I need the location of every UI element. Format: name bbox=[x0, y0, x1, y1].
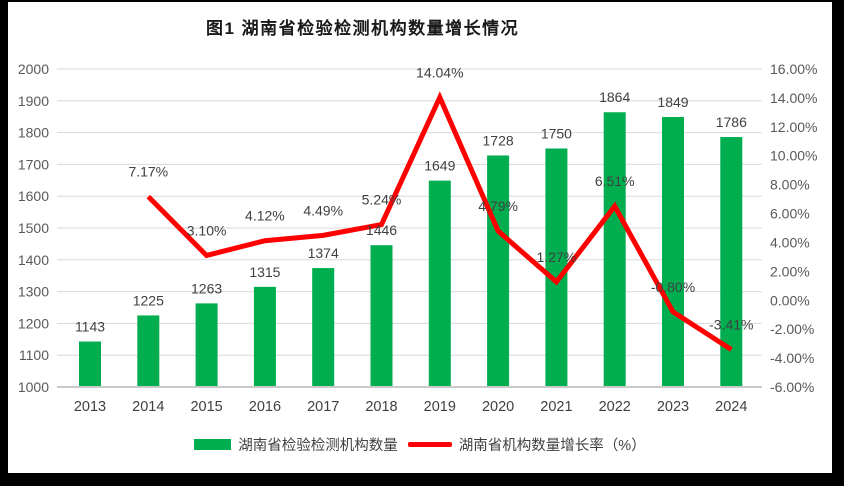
bar-value-label: 1864 bbox=[599, 89, 630, 105]
y-axis-tick-label-right: 0.00% bbox=[770, 292, 810, 308]
growth-rate-label: 4.49% bbox=[303, 202, 343, 218]
y-axis-tick-label-right: 2.00% bbox=[770, 263, 810, 279]
bar bbox=[545, 148, 568, 387]
bar bbox=[720, 137, 743, 387]
y-axis-tick-label-right: 16.00% bbox=[770, 61, 817, 77]
x-axis-label: 2024 bbox=[715, 399, 747, 415]
x-axis-label: 2020 bbox=[482, 399, 514, 415]
bar-value-label: 1263 bbox=[191, 280, 222, 296]
bar bbox=[253, 286, 276, 387]
y-axis-tick-label-right: 14.00% bbox=[770, 90, 817, 106]
x-axis-label: 2015 bbox=[190, 399, 222, 415]
plot-area: 1000 1100 1200 1300 1400 1500 1600 1700 1800 1900… bbox=[18, 61, 818, 415]
y-axis-tick-label-left: 1400 bbox=[18, 252, 49, 268]
chart-title: 图1 湖南省检验检测机构数量增长情况 bbox=[206, 19, 520, 38]
growth-rate-line bbox=[146, 91, 733, 352]
bar-value-label: 1728 bbox=[483, 132, 514, 148]
bar bbox=[137, 315, 160, 387]
legend-item-line: 湖南省机构数量增长率（%） bbox=[407, 434, 646, 455]
y-axis-tick-label-left: 1700 bbox=[18, 156, 49, 172]
chart-canvas: 图1 湖南省检验检测机构数量增长情况 1000 1100 1200 1300 1400 1… bbox=[8, 2, 832, 473]
y-axis-tick-label-right: 6.00% bbox=[770, 206, 810, 222]
y-axis-tick-label-left: 1000 bbox=[18, 379, 49, 395]
growth-rate-label: -3.41% bbox=[709, 317, 753, 333]
legend-label-line: 湖南省机构数量增长率（%） bbox=[458, 438, 646, 454]
growth-rate-label: 3.10% bbox=[187, 222, 227, 238]
y-axis-tick-label-right: 8.00% bbox=[770, 177, 810, 193]
line-series-swatch-icon bbox=[407, 442, 452, 447]
y-axis-tick-label-right: -6.00% bbox=[770, 379, 814, 395]
bar bbox=[662, 117, 684, 387]
growth-rate-label: 6.51% bbox=[595, 173, 635, 189]
growth-rate-label: 7.17% bbox=[128, 164, 168, 180]
x-axis-label: 2019 bbox=[424, 399, 456, 415]
bar-series-swatch-icon bbox=[194, 439, 232, 450]
y-axis-tick-label-right: 12.00% bbox=[770, 119, 817, 135]
growth-rate-label: 5.24% bbox=[362, 192, 402, 208]
y-axis-tick-label-right: -4.00% bbox=[770, 350, 814, 366]
x-axis-label: 2021 bbox=[540, 399, 572, 415]
bar bbox=[428, 180, 451, 387]
bar-value-label: 1446 bbox=[366, 222, 397, 238]
bar-value-label: 1143 bbox=[75, 319, 105, 335]
bar-value-label: 1225 bbox=[133, 292, 164, 308]
y-axis-tick-label-right: -2.00% bbox=[770, 321, 814, 337]
y-axis-tick-label-left: 1100 bbox=[19, 347, 49, 363]
y-axis-tick-label-right: 10.00% bbox=[770, 148, 817, 164]
legend-label-bars: 湖南省检验检测机构数量 bbox=[238, 438, 398, 454]
growth-rate-label: -0.80% bbox=[651, 279, 695, 295]
bar-value-label: 1374 bbox=[308, 245, 339, 261]
legend: 湖南省检验检测机构数量 湖南省机构数量增长率（%） bbox=[8, 434, 832, 455]
growth-rate-label: 4.12% bbox=[245, 208, 285, 224]
bar bbox=[79, 341, 101, 387]
x-axis-label: 2016 bbox=[249, 399, 281, 415]
growth-rate-label: 14.04% bbox=[416, 64, 463, 80]
y-axis-tick-label-left: 1200 bbox=[18, 315, 49, 331]
bar bbox=[487, 155, 510, 387]
legend-item-bars: 湖南省检验检测机构数量 bbox=[194, 434, 398, 455]
y-axis-tick-label-left: 1900 bbox=[18, 93, 49, 109]
bar bbox=[370, 245, 393, 387]
y-axis-tick-label-left: 1800 bbox=[18, 125, 49, 141]
bar-value-label: 1315 bbox=[249, 264, 280, 280]
x-axis-label: 2013 bbox=[74, 399, 106, 415]
y-axis-tick-label-left: 1600 bbox=[18, 188, 49, 204]
bar-value-label: 1649 bbox=[424, 158, 455, 174]
y-axis-tick-label-left: 2000 bbox=[18, 61, 49, 77]
growth-rate-label: 1.27% bbox=[537, 249, 577, 265]
y-axis-tick-label-left: 1300 bbox=[18, 284, 49, 300]
bar bbox=[195, 303, 218, 387]
x-axis-label: 2022 bbox=[599, 399, 631, 415]
bar bbox=[603, 112, 626, 388]
x-axis-label: 2014 bbox=[132, 399, 164, 415]
y-axis-tick-label-left: 1500 bbox=[18, 220, 49, 236]
bar-value-label: 1750 bbox=[541, 126, 572, 142]
growth-rate-label: 4.79% bbox=[478, 198, 518, 214]
bar bbox=[312, 268, 335, 387]
y-axis-tick-label-right: 4.00% bbox=[770, 234, 810, 250]
x-axis-label: 2017 bbox=[307, 399, 339, 415]
bar-value-label: 1849 bbox=[657, 94, 688, 110]
x-axis-label: 2023 bbox=[657, 399, 689, 415]
x-axis-label: 2018 bbox=[365, 399, 397, 415]
bar-value-label: 1786 bbox=[716, 114, 747, 130]
